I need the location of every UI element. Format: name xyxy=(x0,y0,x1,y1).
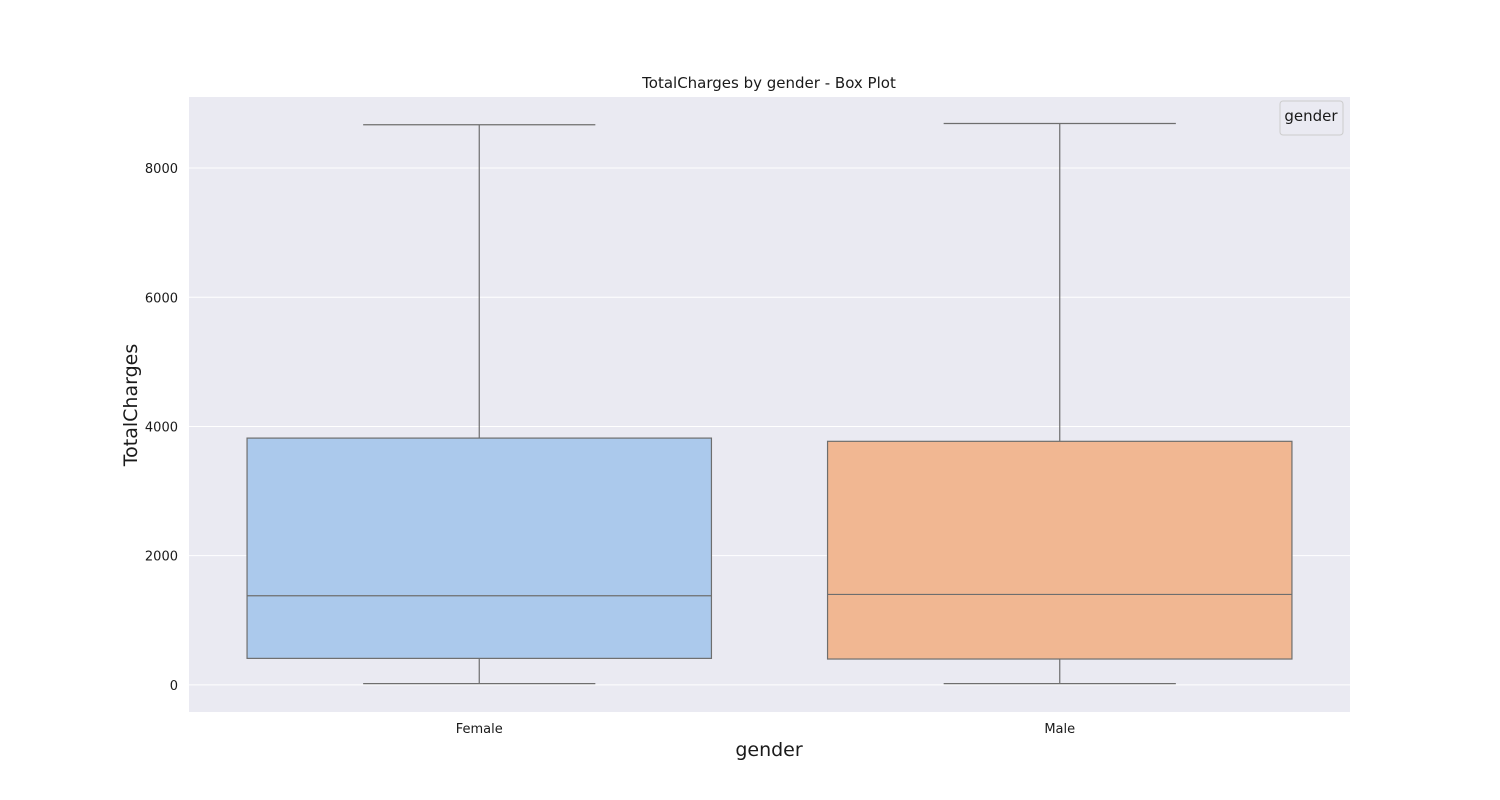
iqr-box xyxy=(826,440,1293,660)
y-axis-label: TotalCharges xyxy=(120,344,142,467)
x-axis-label: gender xyxy=(735,739,803,761)
x-tick-label: Male xyxy=(1044,722,1075,737)
chart-title: TotalCharges by gender - Box Plot xyxy=(641,74,896,92)
y-axis-ticks: 0 2000 4000 6000 8000 xyxy=(145,162,178,694)
y-tick-label: 4000 xyxy=(145,420,178,435)
y-tick-label: 2000 xyxy=(145,550,178,565)
box-male xyxy=(826,122,1293,685)
legend-frame xyxy=(1279,100,1344,136)
box-female xyxy=(246,124,713,685)
y-tick-label: 6000 xyxy=(145,291,178,306)
x-axis-ticks: Female Male xyxy=(456,722,1075,737)
legend: gender xyxy=(1279,100,1344,136)
x-tick-label: Female xyxy=(456,722,503,737)
legend-title: gender xyxy=(1284,107,1338,125)
y-tick-label: 0 xyxy=(170,679,178,694)
iqr-box xyxy=(246,437,713,659)
boxes xyxy=(246,122,1293,685)
y-tick-label: 8000 xyxy=(145,162,178,177)
